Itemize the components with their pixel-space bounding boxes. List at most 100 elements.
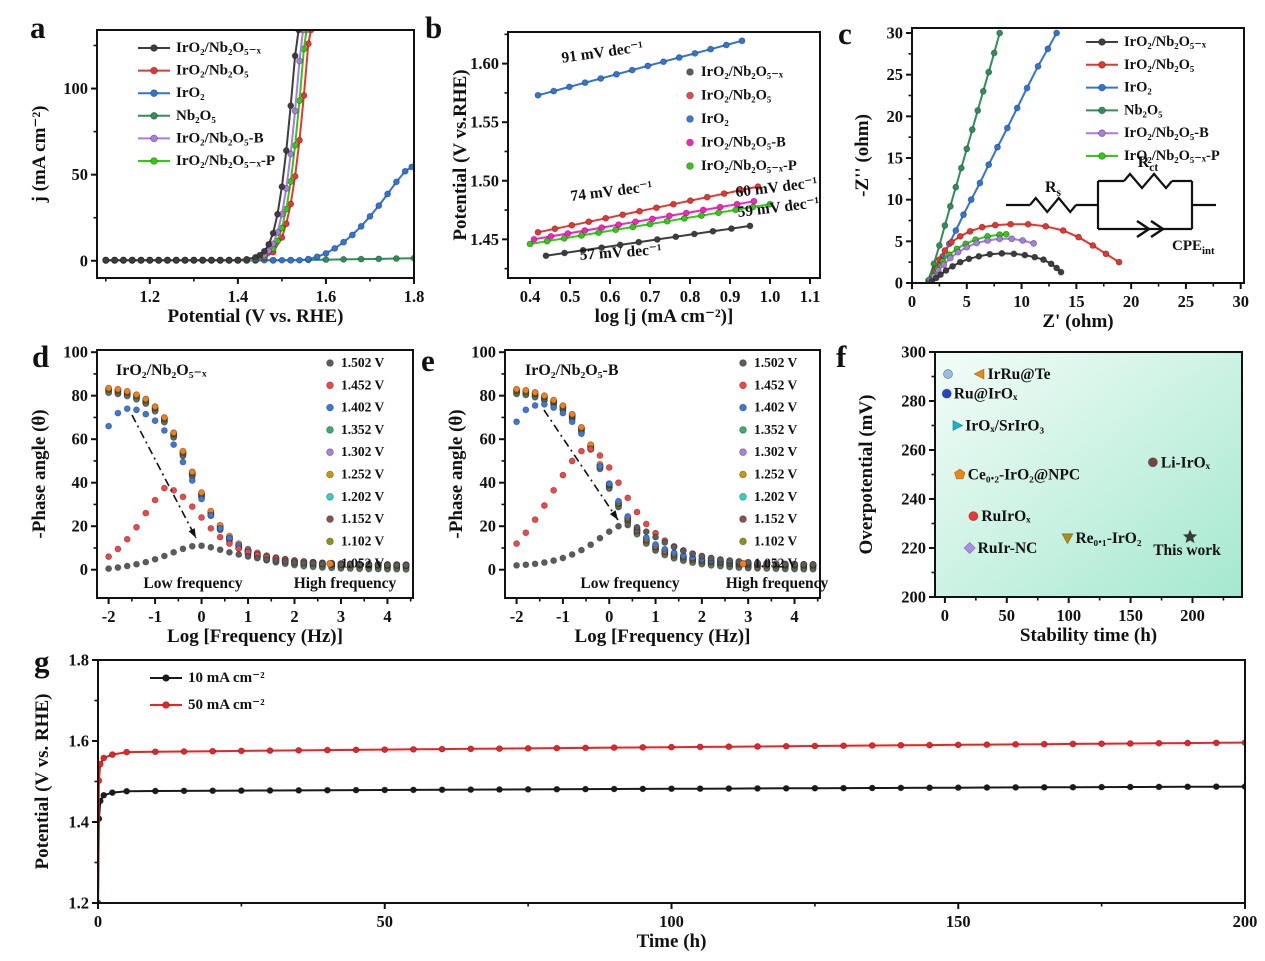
- svg-text:IrO₂: IrO₂: [701, 111, 729, 127]
- x-axis-label: Potential (V vs. RHE): [168, 306, 344, 327]
- svg-text:1.302 V: 1.302 V: [754, 444, 798, 459]
- series-IrO₂/Nb₂O₅-B: [927, 235, 1038, 283]
- series-IrO₂/Nb₂O₅: [928, 220, 1123, 283]
- panel-e-letter: e: [421, 343, 435, 378]
- legend: 1.502 V 1.452 V 1.402 V 1.352 V 1.302 V 1.252…: [739, 355, 798, 571]
- series-Nb₂O₅: [925, 29, 1004, 283]
- y-axis-label: -Phase angle (θ): [446, 409, 467, 538]
- svg-text:1.45: 1.45: [470, 230, 499, 249]
- y-axis-label: Overpotential (mV): [856, 395, 877, 555]
- svg-text:150: 150: [1118, 606, 1143, 625]
- panel-d: d -2 -1 0 1 2 3 4 0 20 40 60 80 100 Log [Frequency (H…: [0, 335, 425, 657]
- svg-text:200: 200: [901, 588, 926, 607]
- datapoint-This work: This work: [1153, 528, 1221, 559]
- svg-text:40: 40: [72, 473, 89, 492]
- svg-text:50: 50: [377, 912, 394, 931]
- svg-text:1.202 V: 1.202 V: [754, 489, 798, 504]
- panel-a: a 1.2 1.4 1.6 1.8 0 50 100 Potential (V vs. RHE…: [0, 0, 425, 335]
- annotation: 74 mV dec⁻¹: [570, 178, 654, 205]
- svg-text:15: 15: [1068, 292, 1085, 311]
- legend: 10 mA cm⁻² 50 mA cm⁻²: [150, 670, 265, 713]
- panel-c-chart: 0 5 10 15 20 25 30 0 5 10 15 20 25 30 Z' (ohm) -Z'' (oh…: [852, 24, 1249, 333]
- svg-text:25: 25: [1178, 292, 1195, 311]
- point-label: Ce₀.₂-IrO₂@NPC: [968, 467, 1080, 484]
- series-layer: [98, 739, 1245, 903]
- svg-text:0: 0: [895, 274, 903, 293]
- series-IrO₂/Nb₂O₅₋ₓ-P: [526, 200, 774, 248]
- svg-text:1.152 V: 1.152 V: [341, 511, 385, 526]
- datapoint-IrRu@Te: IrRu@Te: [973, 366, 1051, 383]
- datapoint-RuIr-NC: RuIr-NC: [963, 540, 1037, 557]
- axes-ticks: 0 50 100 150 200 200 220 240 260 280 300: [901, 343, 1225, 625]
- svg-text:-2: -2: [102, 607, 116, 626]
- svg-text:1.502 V: 1.502 V: [341, 355, 385, 370]
- annotation: 57 mV dec⁻¹: [579, 241, 663, 264]
- datapoint-Ce₀.₂-IrO₂@NPC: Ce₀.₂-IrO₂@NPC: [954, 467, 1080, 484]
- y-axis-label: Potential (V vs.RHE): [450, 69, 471, 240]
- svg-text:4: 4: [790, 607, 798, 626]
- svg-text:0.5: 0.5: [560, 287, 581, 306]
- svg-text:100: 100: [63, 79, 88, 98]
- y-axis-label: j (mA cm⁻²): [29, 106, 50, 204]
- datapoint-point: [943, 369, 953, 379]
- panel-c: c 0 5 10 15 20 25 30 0 5 10 15 20 25 30 Z' (ohm) -Z'' (…: [838, 0, 1265, 335]
- svg-text:5: 5: [963, 292, 971, 311]
- svg-text:IrO₂/Nb₂O₅₋ₓ: IrO₂/Nb₂O₅₋ₓ: [176, 40, 262, 56]
- annotation: Low frequency: [580, 575, 679, 592]
- svg-text:1.252 V: 1.252 V: [754, 467, 798, 482]
- svg-text:0.9: 0.9: [720, 287, 741, 306]
- legend: IrO₂/Nb₂O₅₋ₓ IrO₂/Nb₂O₅ IrO₂ Nb₂O₅ IrO₂/Nb₂O…: [138, 40, 275, 169]
- series-layer: [925, 29, 1123, 283]
- svg-text:150: 150: [946, 912, 971, 931]
- svg-text:Nb₂O₅: Nb₂O₅: [1124, 102, 1163, 118]
- svg-text:0: 0: [908, 292, 916, 311]
- svg-text:1.352 V: 1.352 V: [754, 422, 798, 437]
- svg-text:1: 1: [651, 607, 659, 626]
- svg-text:10: 10: [887, 190, 904, 209]
- equivalent-circuit-inset: Rs Rct CPEint: [1006, 154, 1216, 257]
- svg-text:Nb₂O₅: Nb₂O₅: [176, 108, 216, 124]
- point-label: IrRu@Te: [988, 366, 1051, 383]
- svg-text:20: 20: [887, 107, 904, 126]
- svg-text:1.102 V: 1.102 V: [754, 533, 798, 548]
- svg-text:280: 280: [901, 392, 926, 411]
- svg-text:1.8: 1.8: [68, 651, 89, 670]
- svg-text:IrO₂/Nb₂O₅-B: IrO₂/Nb₂O₅-B: [176, 130, 264, 146]
- svg-text:1.052 V: 1.052 V: [341, 556, 385, 571]
- panel-f-chart: IrRu@Te Ru@IrOₓ IrOₓ/SrIrO₃ Ce₀.₂-IrO₂@NPC R…: [856, 343, 1243, 646]
- plot-frame: [96, 29, 415, 279]
- svg-text:4: 4: [383, 607, 391, 626]
- x-axis-label: Log [Frequency (Hz)]: [575, 626, 751, 647]
- svg-text:50: 50: [72, 165, 89, 184]
- svg-text:100: 100: [659, 912, 684, 931]
- svg-text:1.2: 1.2: [68, 894, 89, 913]
- svg-text:-1: -1: [148, 607, 162, 626]
- svg-text:IrO₂/Nb₂O₅-B: IrO₂/Nb₂O₅-B: [1124, 125, 1209, 141]
- svg-text:1.0: 1.0: [760, 287, 781, 306]
- series-IrO₂/Nb₂O₅: [534, 183, 762, 236]
- svg-text:0: 0: [605, 607, 613, 626]
- panel-b: b 0.4 0.5 0.6 0.7 0.8 0.9 1.0 1.1 1.45 1.50 1.55 1.…: [425, 0, 840, 335]
- svg-text:10 mA cm⁻²: 10 mA cm⁻²: [188, 670, 265, 686]
- svg-text:IrO₂/Nb₂O₅₋ₓ-P: IrO₂/Nb₂O₅₋ₓ-P: [176, 153, 275, 169]
- svg-text:30: 30: [887, 24, 904, 43]
- point-label: Re₀.₁-IrO₂: [1075, 530, 1141, 547]
- x-axis-label: log [j (mA cm⁻²)]: [595, 306, 734, 327]
- svg-text:100: 100: [471, 343, 496, 362]
- svg-text:CPEint: CPEint: [1172, 238, 1215, 257]
- svg-text:100: 100: [1056, 606, 1081, 625]
- svg-text:200: 200: [1233, 912, 1258, 931]
- panel-b-chart: 0.4 0.5 0.6 0.7 0.8 0.9 1.0 1.1 1.45 1.50 1.55 1.60…: [450, 31, 821, 327]
- plot-background: [935, 352, 1242, 597]
- svg-text:IrO₂: IrO₂: [176, 85, 205, 101]
- point-label: RuIrOₓ: [981, 508, 1031, 525]
- svg-text:3: 3: [744, 607, 752, 626]
- svg-text:2: 2: [290, 607, 298, 626]
- svg-text:1.502 V: 1.502 V: [754, 355, 798, 370]
- panel-g: g 0 50 100 150 200 1.2 1.4 1.6 1.8 Time (h) Potent…: [0, 640, 1265, 961]
- svg-text:0: 0: [94, 912, 102, 931]
- legend: IrO₂/Nb₂O₅₋ₓ IrO₂/Nb₂O₅ IrO₂ Nb₂O₅ IrO₂/Nb₂O…: [1086, 34, 1220, 164]
- svg-text:IrO₂/Nb₂O₅-B: IrO₂/Nb₂O₅-B: [701, 135, 786, 151]
